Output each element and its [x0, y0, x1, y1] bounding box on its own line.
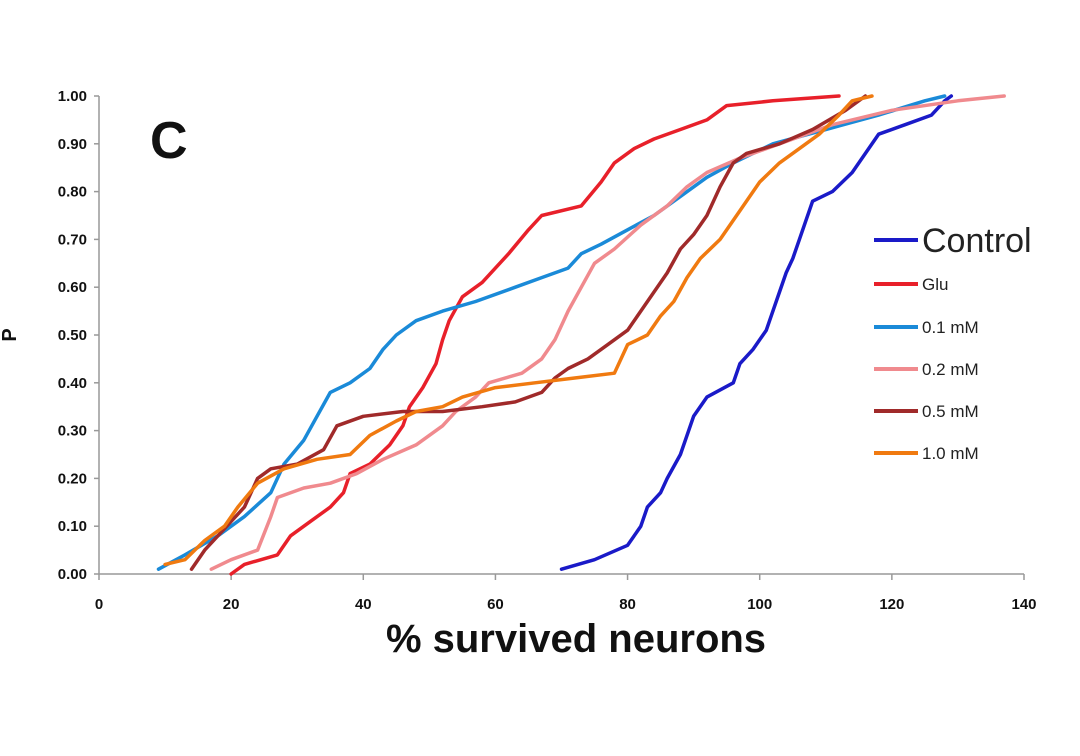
- x-tick-label: 40: [355, 596, 372, 613]
- series-line-0-2-mm: [209, 94, 1006, 571]
- series-line-0-5-mm: [189, 94, 868, 571]
- y-tick-label: 0.10: [58, 518, 87, 535]
- panel-label: C: [150, 112, 188, 170]
- legend-label-0-5-mm: 0.5 mM: [922, 402, 979, 421]
- y-axis-label: P: [0, 328, 21, 341]
- y-tick-label: 0.50: [58, 327, 87, 344]
- x-tick-label: 140: [1011, 596, 1036, 613]
- series-line-1-0-mm: [163, 94, 874, 567]
- legend-label-0-2-mm: 0.2 mM: [922, 360, 979, 379]
- x-tick-label: 100: [747, 596, 772, 613]
- series-lines: [156, 94, 1006, 576]
- y-tick-label: 0.60: [58, 279, 87, 296]
- y-tick-label: 0.80: [58, 184, 87, 201]
- y-tick-label: 0.90: [58, 136, 87, 153]
- legend-label-0-1-mm: 0.1 mM: [922, 318, 979, 337]
- series-line-control: [559, 94, 954, 571]
- y-tick-label: 0.40: [58, 375, 87, 392]
- legend-label-1-0-mm: 1.0 mM: [922, 444, 979, 463]
- series-line-glu: [229, 94, 841, 576]
- legend-label-control: Control: [922, 222, 1032, 260]
- y-tick-label: 0.00: [58, 566, 87, 583]
- x-tick-label: 80: [619, 596, 636, 613]
- x-tick-label: 0: [95, 596, 103, 613]
- y-tick-label: 0.20: [58, 470, 87, 487]
- legend-label-glu: Glu: [922, 275, 948, 294]
- axes: 0.00 0.10 0.20 0.30 0.40 0.50 0.60 0.70 0.80 0.90…: [58, 88, 1037, 613]
- x-tick-label: 120: [879, 596, 904, 613]
- legend: Control Glu 0.1 mM 0.2 mM 0.5 mM 1.0 mM: [874, 222, 1032, 463]
- x-tick-label: 60: [487, 596, 504, 613]
- y-tick-label: 0.70: [58, 231, 87, 248]
- y-tick-label: 1.00: [58, 88, 87, 105]
- x-axis-label: % survived neurons: [386, 617, 766, 661]
- x-tick-label: 20: [223, 596, 240, 613]
- y-tick-label: 0.30: [58, 423, 87, 440]
